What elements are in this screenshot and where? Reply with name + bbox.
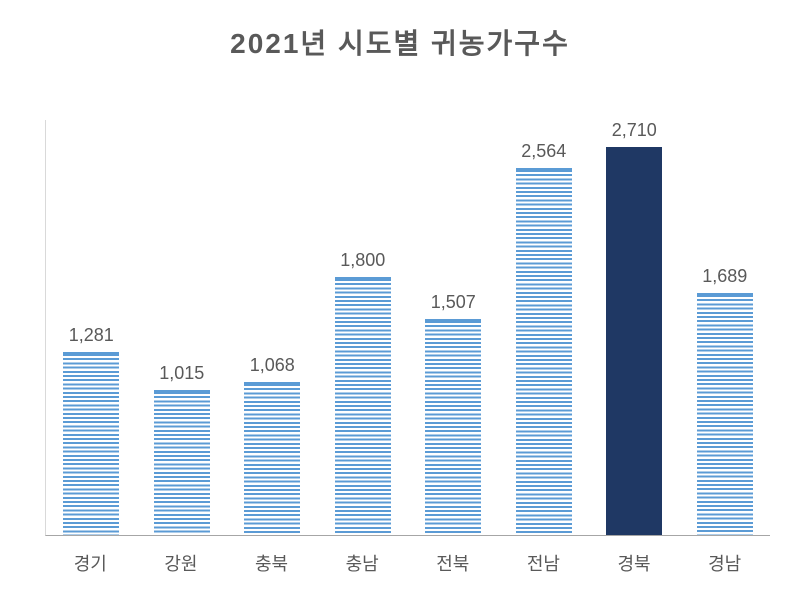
x-axis-label: 전북 [408, 550, 499, 576]
bar [606, 147, 662, 535]
plot-area: 1,281 1,015 1,068 1,800 1,507 2,564 2,710 1,689 [45, 120, 770, 536]
bar-value-label: 1,507 [431, 292, 476, 313]
bar-chart: 2021년 시도별 귀농가구수 1,281 1,015 1,068 1,800 1,50… [0, 0, 800, 596]
bar-slot: 2,710 [589, 120, 680, 535]
bar [244, 382, 300, 535]
bar-value-label: 1,800 [340, 250, 385, 271]
bar-value-label: 2,710 [612, 120, 657, 141]
x-axis-labels: 경기강원충북충남전북전남경북경남 [45, 550, 770, 576]
bar-slot: 1,068 [227, 120, 318, 535]
bar [154, 390, 210, 535]
bar-value-label: 1,689 [702, 266, 747, 287]
bar [335, 277, 391, 535]
x-axis-label: 경기 [45, 550, 136, 576]
bar [425, 319, 481, 535]
bar-slot: 1,281 [46, 120, 137, 535]
bar-slot: 1,507 [408, 120, 499, 535]
bar-slot: 1,800 [318, 120, 409, 535]
x-axis-label: 경북 [589, 550, 680, 576]
bars-group: 1,281 1,015 1,068 1,800 1,507 2,564 2,710 1,689 [46, 120, 770, 535]
x-axis-label: 전남 [498, 550, 589, 576]
chart-title: 2021년 시도별 귀농가구수 [0, 22, 800, 62]
bar-value-label: 1,015 [159, 363, 204, 384]
bar-slot: 1,689 [680, 120, 771, 535]
x-axis-label: 경남 [679, 550, 770, 576]
x-axis-label: 충북 [226, 550, 317, 576]
bar [516, 168, 572, 535]
bar-slot: 1,015 [137, 120, 228, 535]
bar-slot: 2,564 [499, 120, 590, 535]
bar-value-label: 1,068 [250, 355, 295, 376]
x-axis-label: 충남 [317, 550, 408, 576]
bar [63, 352, 119, 535]
bar [697, 293, 753, 535]
x-axis-label: 강원 [136, 550, 227, 576]
bar-value-label: 2,564 [521, 141, 566, 162]
bar-value-label: 1,281 [69, 325, 114, 346]
